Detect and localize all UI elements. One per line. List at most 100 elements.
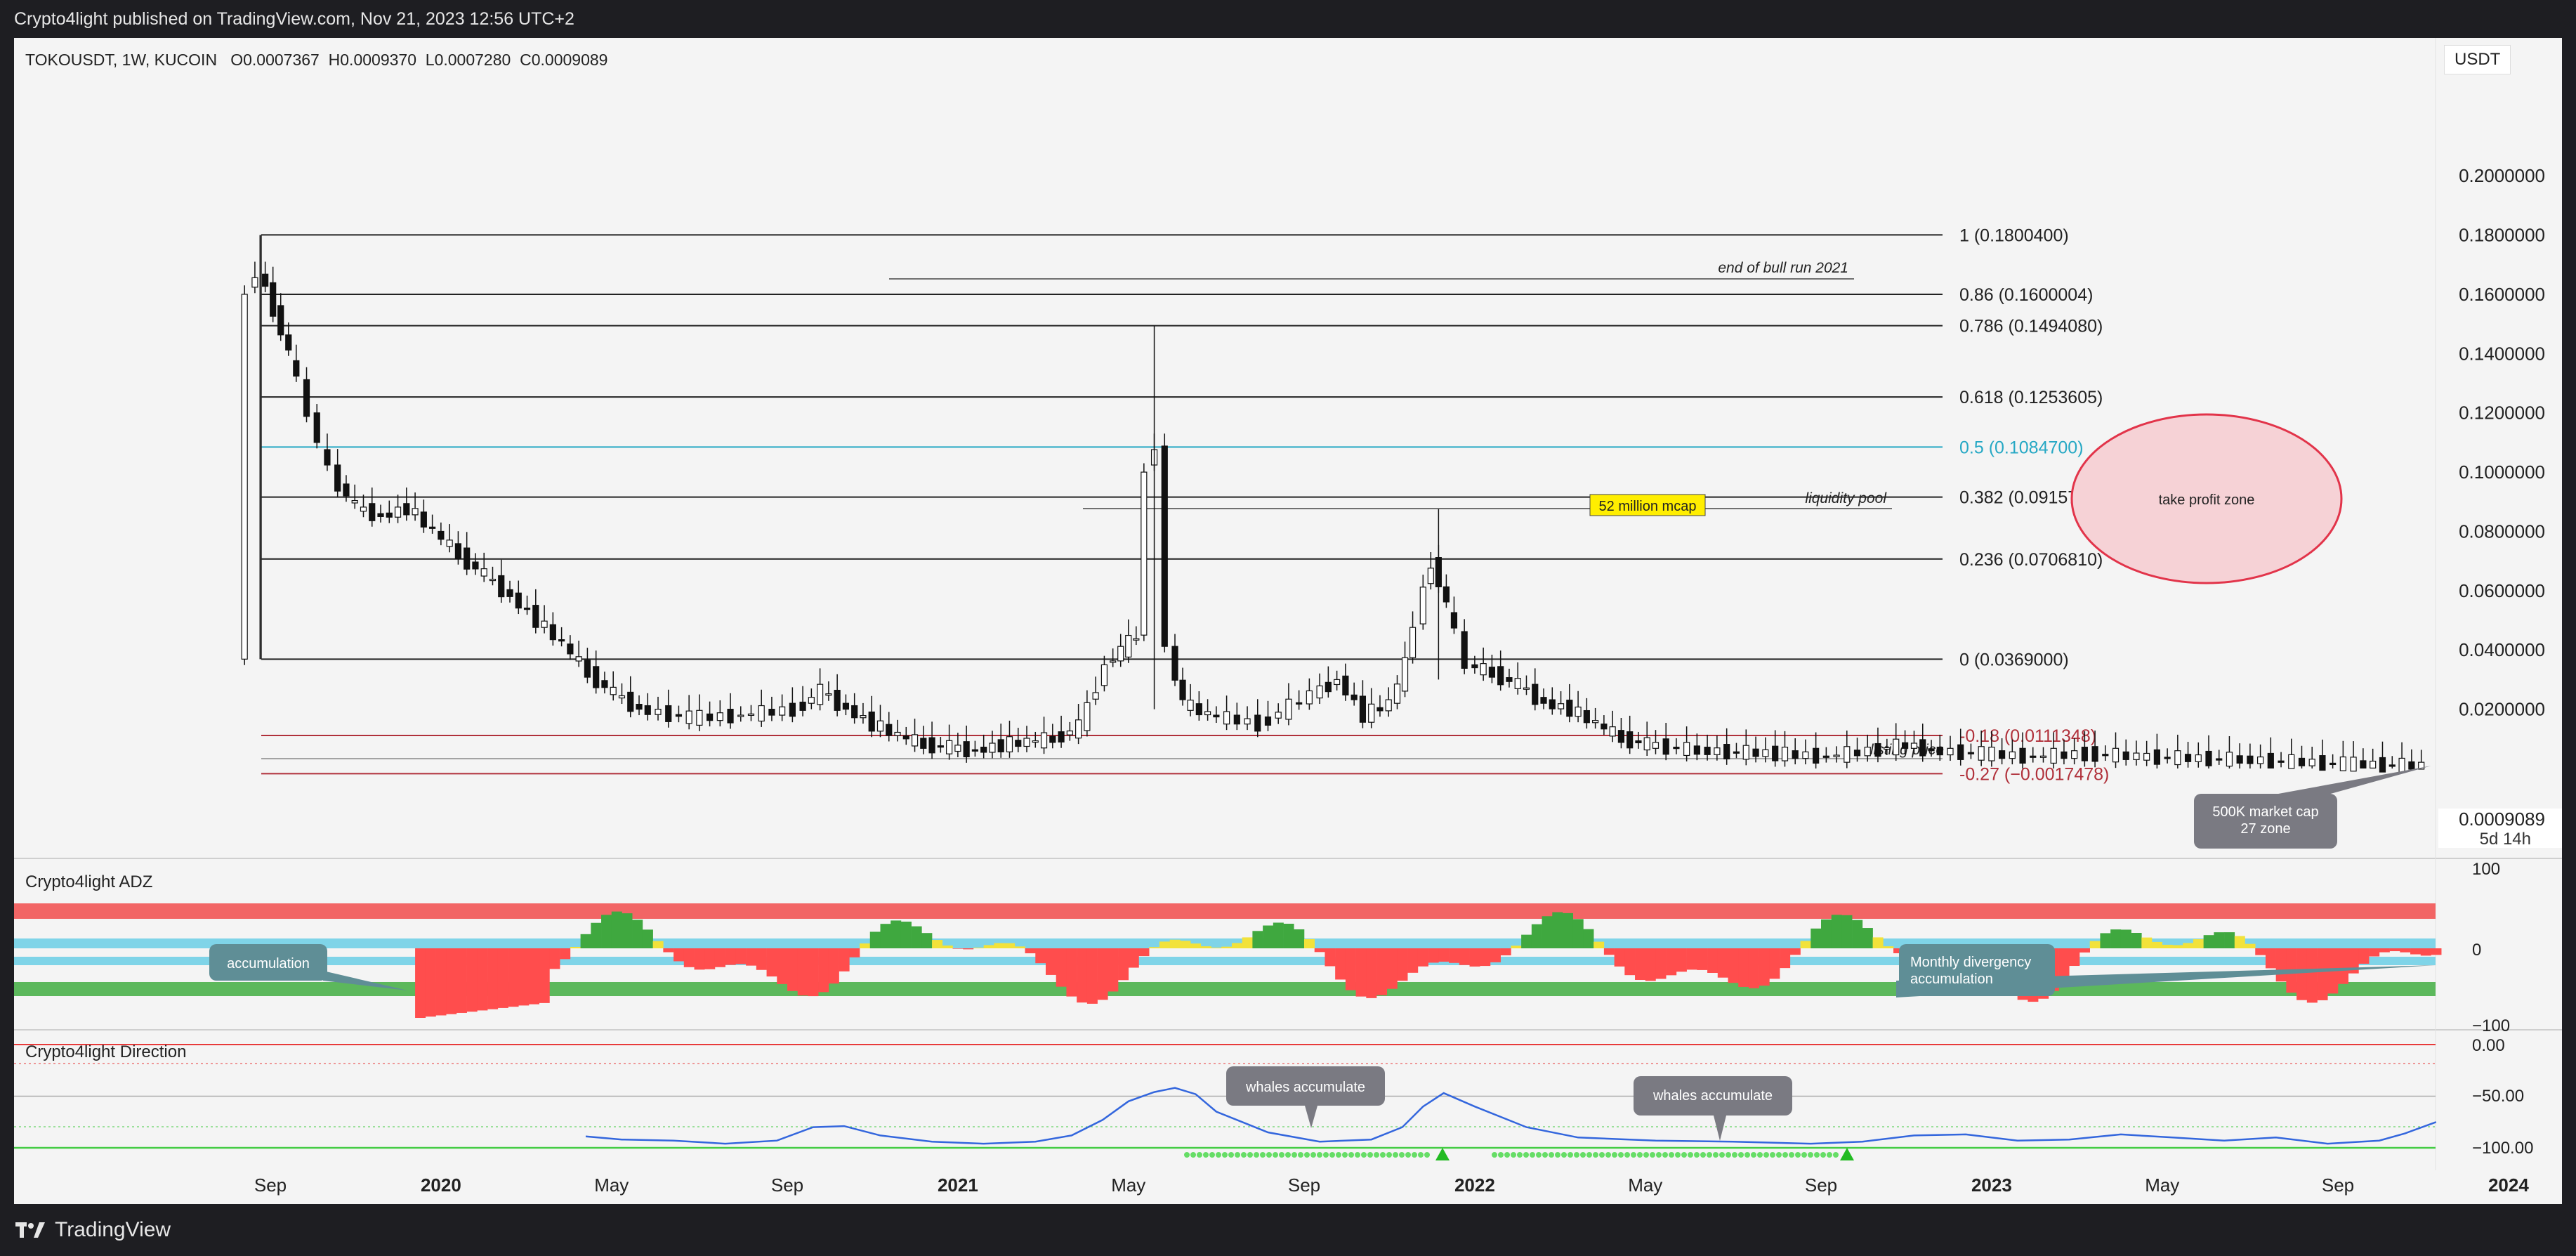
candle-body [1213,714,1220,718]
adz-area-bar [725,948,736,965]
candle-body [369,503,376,521]
adz-area-bar [1159,941,1170,948]
candle-body [963,741,970,758]
candle-body [1523,687,1530,690]
candle-body [1316,685,1323,699]
accumulate-dot [1317,1152,1322,1158]
accumulate-dot [1241,1152,1247,1158]
adz-area-bar [1221,946,1233,948]
candle-body [343,483,350,497]
adz-area-bar [1603,948,1615,955]
candle-body [1450,612,1458,629]
adz-area-bar [1738,948,1749,987]
candle-body [1100,664,1108,686]
accumulate-dot [1418,1152,1424,1158]
adz-area-bar [1066,948,1077,997]
candle-body [989,743,996,753]
candle-body [1187,700,1194,711]
accumulate-dot [1700,1152,1706,1158]
tradingview-logo-icon[interactable] [15,1221,46,1239]
accumulate-dot [1517,1152,1523,1158]
accumulate-dot [1631,1152,1636,1158]
candle-body [241,294,248,660]
candle-body [251,277,258,288]
accumulate-dot [1511,1152,1516,1158]
accumulate-dot [1235,1152,1240,1158]
adz-area-bar [1046,948,1056,975]
adz-area-bar [1624,948,1636,976]
adz-area-bar [435,948,447,1016]
accumulate-dot [1399,1152,1405,1158]
adz-area-bar [1542,916,1553,948]
candle-body [1032,740,1039,743]
candle-body [515,592,522,609]
high-value: 0.0009370 [340,51,416,69]
whales-callout-2-box [1634,1076,1792,1116]
chart-frame[interactable]: 0.2000000 0.1800000 0.1600000 0.1400000 0.12… [14,38,2562,1204]
accumulate-dot [1574,1152,1579,1158]
adz-area-bar [1190,943,1202,948]
accumulate-dot [1675,1152,1681,1158]
time-tick-label: 2024 [2488,1175,2529,1196]
adz-area-bar [549,948,560,969]
candle-body [2379,757,2386,773]
adz-area-bar [1294,929,1305,948]
candle-body [1066,730,1073,735]
adz-tick-neg100: −100 [2472,1016,2510,1035]
candle-body [2216,758,2223,761]
adz-area-bar [1645,948,1656,981]
adz-area-bar [839,948,850,972]
candle-body [394,506,402,518]
candle-body [1058,731,1065,743]
candle-body [928,737,935,754]
adz-area-bar [2203,935,2214,948]
last-price-label: 0.0009089 [2459,809,2545,830]
candle-body [1306,690,1313,705]
candle-body [2308,759,2315,766]
candle-body [1023,738,1030,747]
candle-body [799,701,806,711]
time-tick-label: 2021 [938,1175,978,1196]
adz-area-bar [1407,948,1419,973]
candle-body [1844,746,1851,763]
take-profit-zone [2070,413,2343,584]
adz-green-band [14,982,2436,996]
accumulate-dot [1757,1152,1763,1158]
low-value: 0.0007280 [434,51,511,69]
candle-body [360,506,367,512]
candle-body [1978,746,1985,761]
candle-body [675,714,683,717]
candle-body [2133,752,2140,760]
accumulate-dot [1555,1152,1560,1158]
adz-area-bar [2152,941,2163,948]
liquidity-pool-label: liquidity pool [1805,490,1887,506]
accumulate-dot [1612,1152,1617,1158]
adz-area-bar [611,911,622,948]
adz-area-bar [1138,948,1150,957]
adz-tick-0: 0 [2472,941,2481,960]
chart-svg[interactable]: 0.2000000 0.1800000 0.1600000 0.1400000 0.12… [14,38,2562,1204]
candle-body [2205,750,2212,766]
candle-body [1853,750,1861,757]
candle-body [1792,750,1799,759]
candle-body [2081,747,2088,761]
fib-level-label: -0.18 (0.0111348) [1959,726,2096,746]
adz-area-bar [1469,948,1480,967]
candle-body [808,697,815,704]
candle-body [1401,657,1409,692]
candle-body [851,705,858,719]
candle-body [1351,694,1358,700]
candle-body [1601,724,1608,730]
published-header: Crypto4light published on TradingView.co… [0,0,2576,38]
currency-label[interactable]: USDT [2444,45,2511,74]
fib-level-label: 0.618 (0.1253605) [1959,388,2103,407]
accumulate-dot [1694,1152,1700,1158]
adz-area-bar [1417,948,1428,967]
candle-body [2226,752,2233,767]
time-tick-label: 2022 [1454,1175,1495,1196]
adz-title: Crypto4light ADZ [25,872,153,891]
candle-body [1342,675,1349,695]
candle-body [303,379,310,417]
candle-body [1999,750,2006,759]
accumulate-dot [1820,1152,1826,1158]
